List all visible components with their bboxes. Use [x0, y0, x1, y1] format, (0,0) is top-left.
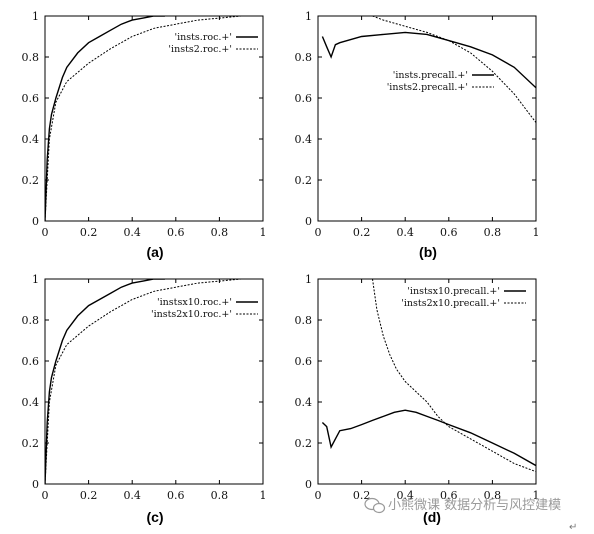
y-tick-label: 0.4 [22, 396, 40, 409]
y-tick-label: 0.2 [295, 174, 313, 187]
series-line-2 [372, 16, 536, 123]
y-tick-label: 0.6 [295, 92, 313, 105]
x-tick-label: 0 [42, 489, 49, 502]
y-tick-label: 0.6 [22, 92, 40, 105]
series-line-1 [45, 16, 165, 221]
watermark: 小熊微课 数据分析与风控建模 [364, 497, 561, 514]
legend-label-2: 'insts2.roc.+' [168, 44, 232, 55]
y-tick-label: 0 [305, 478, 312, 491]
legend-label-2: 'insts2x10.roc.+' [151, 309, 232, 320]
x-tick-label: 0.6 [440, 489, 458, 502]
wechat-icon [364, 497, 386, 514]
legend-label-1: 'insts.roc.+' [174, 32, 232, 43]
x-tick-label: 0.2 [80, 226, 98, 239]
caption-b: (b) [419, 244, 437, 260]
x-tick-label: 0.2 [80, 489, 98, 502]
plot-frame [317, 15, 537, 222]
y-tick-label: 0 [305, 215, 312, 228]
y-tick-label: 1 [32, 10, 39, 23]
x-tick-label: 1 [260, 226, 267, 239]
chart-panel-b: 0 0.2 0.4 0.6 0.8 1 0 0.2 0.4 0.6 0.8 1 'insts.preca… [295, 10, 540, 239]
x-tick-label: 0.2 [353, 226, 371, 239]
x-tick-label: 0.8 [211, 226, 229, 239]
series-line-2 [372, 279, 536, 473]
series-line-1 [321, 31, 536, 89]
series-line-2 [45, 16, 263, 221]
x-tick-label: 0.6 [440, 226, 458, 239]
legend-label-1: 'instsx10.precall.+' [407, 286, 500, 297]
x-tick-label: 0.8 [484, 489, 502, 502]
x-tick-label: 0.4 [123, 489, 141, 502]
x-tick-label: 0.8 [211, 489, 229, 502]
caption-d: (d) [423, 509, 441, 525]
y-tick-label: 0.2 [22, 174, 40, 187]
y-tick-label: 0.8 [22, 51, 40, 64]
caption-a: (a) [146, 244, 163, 260]
watermark-text: 小熊微课 数据分析与风控建模 [388, 497, 561, 513]
y-tick-label: 0.8 [295, 51, 313, 64]
y-tick-label: 0.4 [295, 396, 313, 409]
chart-panel-c: 0 0.2 0.4 0.6 0.8 1 0 0.2 0.4 0.6 0.8 1 'instsx10.ro… [22, 273, 267, 502]
legend-label-1: 'instsx10.roc.+' [157, 297, 232, 308]
x-tick-label: 1 [260, 489, 267, 502]
x-tick-label: 1 [533, 489, 540, 502]
series-line-2 [45, 279, 263, 484]
y-tick-label: 0.2 [22, 437, 40, 450]
y-tick-label: 0 [32, 478, 39, 491]
y-tick-label: 0.4 [22, 133, 40, 146]
x-tick-label: 0 [42, 226, 49, 239]
legend-label-1: 'insts.precall.+' [393, 70, 468, 81]
series-line-1 [321, 409, 536, 467]
y-tick-label: 0.4 [295, 133, 313, 146]
y-tick-label: 1 [305, 10, 312, 23]
y-tick-label: 0.6 [295, 355, 313, 368]
x-tick-label: 0.4 [396, 226, 414, 239]
y-tick-label: 0.8 [295, 314, 313, 327]
plot-frame [317, 278, 537, 485]
return-mark-icon: ↵ [569, 522, 577, 533]
x-tick-label: 0.4 [396, 489, 414, 502]
x-tick-label: 0 [315, 226, 322, 239]
x-tick-label: 0 [315, 489, 322, 502]
legend-label-2: 'insts2x10.precall.+' [401, 298, 500, 309]
y-tick-label: 1 [32, 273, 39, 286]
legend-label-2: 'insts2.precall.+' [387, 82, 468, 93]
y-tick-label: 0 [32, 215, 39, 228]
x-tick-label: 0.8 [484, 226, 502, 239]
x-tick-label: 0.6 [167, 489, 185, 502]
series-line-1 [45, 279, 165, 484]
x-tick-label: 0.2 [353, 489, 371, 502]
chart-panel-d: 0 0.2 0.4 0.6 0.8 1 0 0.2 0.4 0.6 0.8 1 'instsx10.pr… [295, 273, 540, 502]
x-tick-label: 0.6 [167, 226, 185, 239]
caption-c: (c) [146, 509, 163, 525]
y-tick-label: 0.2 [295, 437, 313, 450]
y-tick-label: 0.6 [22, 355, 40, 368]
y-tick-label: 1 [305, 273, 312, 286]
y-tick-label: 0.8 [22, 314, 40, 327]
x-tick-label: 0.4 [123, 226, 141, 239]
x-tick-label: 1 [533, 226, 540, 239]
chart-panel-a: 0 0.2 0.4 0.6 0.8 1 0 0.2 0.4 0.6 0.8 1 'insts.roc.+… [22, 10, 267, 239]
